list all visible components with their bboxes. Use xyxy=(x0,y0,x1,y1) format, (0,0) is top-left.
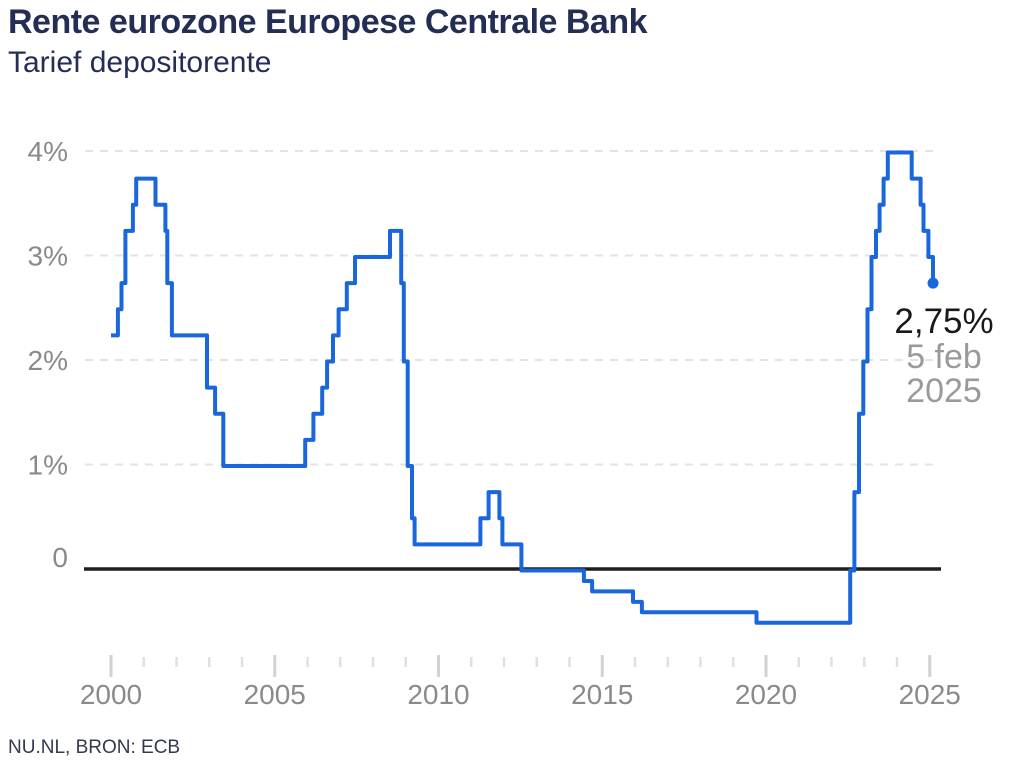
y-tick-label-0: 0 xyxy=(52,542,68,573)
y-tick-label-2pct: 2% xyxy=(28,345,68,376)
rate-line xyxy=(111,150,935,625)
chart-header: Rente eurozone Europese Centrale Bank Ta… xyxy=(8,2,648,80)
x-tick-label-2005: 2005 xyxy=(244,679,306,710)
endpoint-date-line1: 5 feb xyxy=(906,338,982,376)
x-tick-label-2020: 2020 xyxy=(735,679,797,710)
x-tick-label-2015: 2015 xyxy=(571,679,633,710)
endpoint-annotation: 2,75% 5 feb 2025 xyxy=(872,303,1016,408)
endpoint-value-label: 2,75% xyxy=(894,302,994,341)
source-credit: NU.NL, BRON: ECB xyxy=(8,737,181,758)
chart-subtitle: Tarief depositorente xyxy=(8,46,272,79)
endpoint-dot xyxy=(927,277,939,289)
y-tick-label-3pct: 3% xyxy=(28,241,68,272)
x-tick-label-2010: 2010 xyxy=(407,679,469,710)
y-tick-label-4pct: 4% xyxy=(28,136,68,167)
chart-title: Rente eurozone Europese Centrale Bank xyxy=(8,3,648,41)
x-tick-label-2000: 2000 xyxy=(80,679,142,710)
endpoint-date-line2: 2025 xyxy=(906,372,982,410)
y-tick-label-1pct: 1% xyxy=(28,450,68,481)
x-tick-label-2025: 2025 xyxy=(899,679,961,710)
